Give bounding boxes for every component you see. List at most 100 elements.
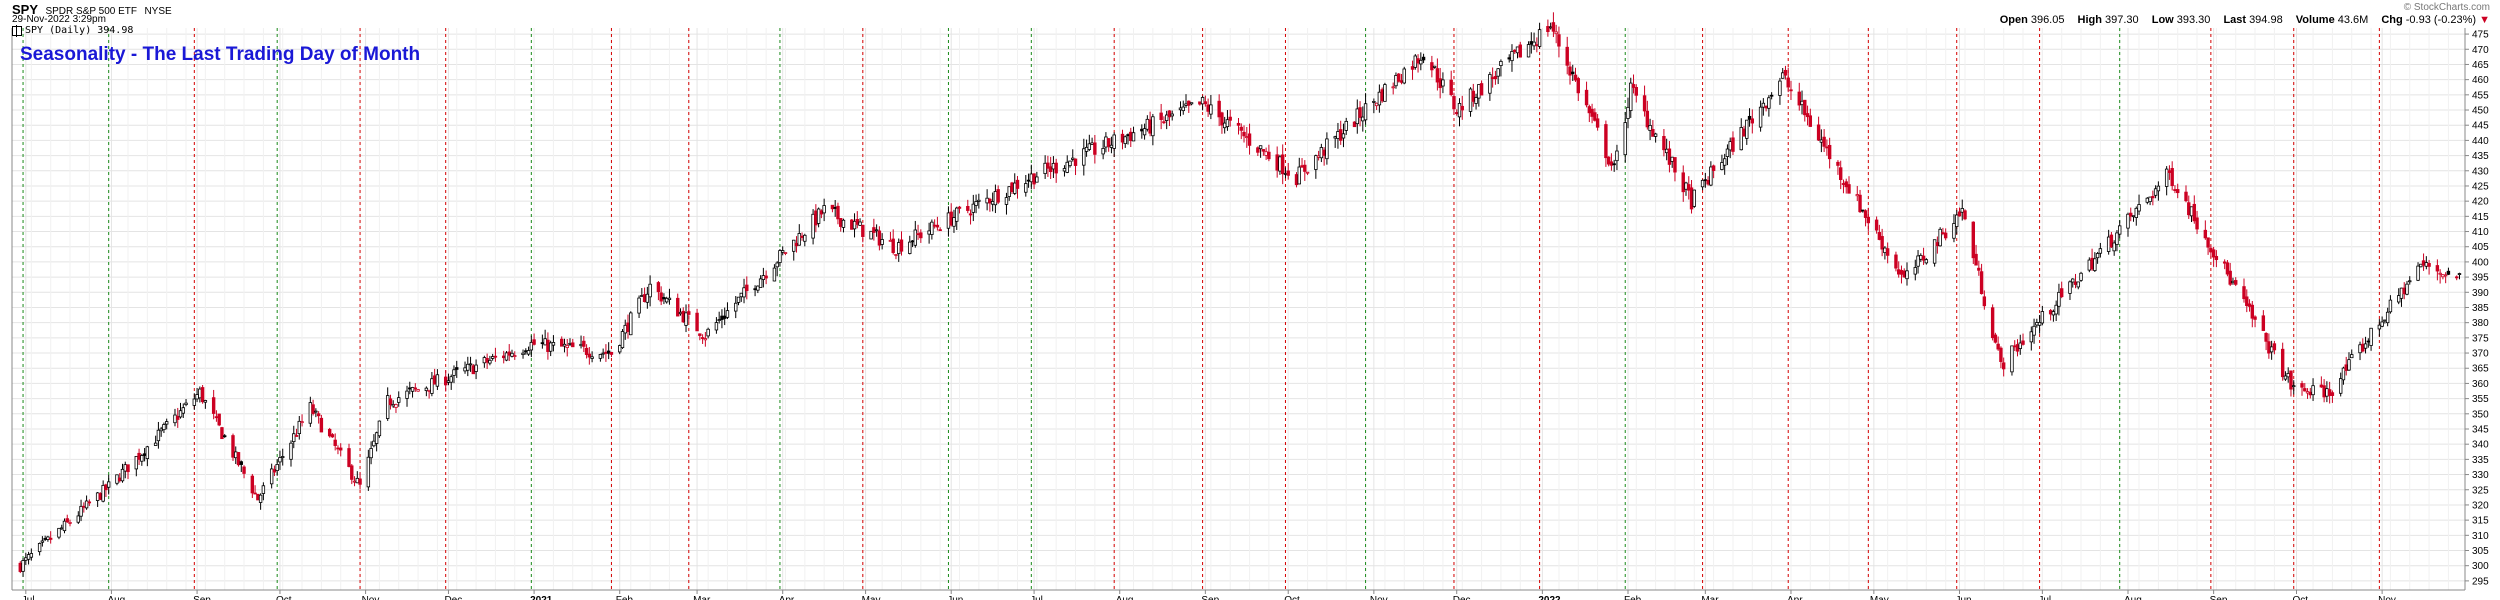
candle-body <box>1921 255 1926 261</box>
candle-body <box>601 352 605 355</box>
candle-body <box>2416 265 2420 281</box>
candle-body <box>2156 185 2161 192</box>
candle-body <box>104 484 108 491</box>
candle-body <box>814 210 818 226</box>
x-tick-label: Jun <box>947 595 963 600</box>
candle-body <box>2438 272 2442 275</box>
candle-body <box>968 213 973 216</box>
candle-body <box>2195 217 2199 230</box>
candle-body <box>1361 116 1365 122</box>
candle-body <box>1355 108 1359 125</box>
x-tick-label: Aug <box>1116 595 1134 600</box>
candle-body <box>2010 345 2014 373</box>
y-tick-label: 395 <box>2472 273 2489 284</box>
candle-body <box>333 439 337 446</box>
candle-body <box>2421 260 2426 266</box>
candle-body <box>1457 103 1462 118</box>
candle-body <box>48 537 53 540</box>
candle-body <box>974 201 978 206</box>
y-tick-label: 405 <box>2472 242 2489 253</box>
candle-body <box>374 432 379 444</box>
candle-body <box>1305 171 1310 174</box>
candle-body <box>1957 211 1962 217</box>
candle-body <box>1513 49 1517 52</box>
candle-body <box>1593 112 1597 121</box>
candle-body <box>745 284 749 292</box>
chart-header: SPY SPDR S&P 500 ETF NYSE <box>12 1 172 19</box>
candle-body <box>819 210 824 215</box>
candle-body <box>1587 106 1592 114</box>
candle-body <box>700 337 705 339</box>
candle-body <box>2234 280 2238 285</box>
candle-body <box>1565 46 1569 66</box>
candle-body <box>1242 131 1246 137</box>
y-tick-label: 360 <box>2472 379 2489 390</box>
candle-body <box>1419 59 1423 65</box>
x-tick-label: Nov <box>2378 595 2396 600</box>
candle-body <box>397 397 401 403</box>
candle-body <box>833 207 837 209</box>
candle-body <box>565 344 569 348</box>
y-tick-label: 415 <box>2472 212 2489 223</box>
candle-body <box>1278 156 1282 172</box>
candle-body <box>327 428 332 437</box>
candle-body <box>584 347 589 355</box>
candle-body <box>46 536 50 540</box>
candle-body <box>2446 270 2451 275</box>
candle-body <box>57 527 61 538</box>
candle-body <box>996 189 1000 203</box>
candle-body <box>2319 384 2324 388</box>
candle-body <box>2330 392 2335 396</box>
candle-body <box>2170 168 2174 187</box>
candle-body <box>1397 73 1401 82</box>
candle-body <box>955 207 959 222</box>
candle-body <box>957 206 962 209</box>
candle-body <box>985 197 989 204</box>
candle-body <box>1750 118 1755 124</box>
candle-body <box>1805 113 1810 118</box>
candle-body <box>2286 373 2290 378</box>
candle-body <box>910 240 915 243</box>
y-tick-label: 440 <box>2472 136 2489 147</box>
open-value: 396.05 <box>2030 14 2065 26</box>
candle-body <box>413 387 418 390</box>
candle-body <box>394 404 398 408</box>
candle-body <box>811 213 815 239</box>
candle-body <box>1101 148 1105 155</box>
candle-body <box>1217 100 1221 118</box>
candle-body <box>698 333 702 336</box>
y-tick-label: 310 <box>2472 531 2489 542</box>
candle-body <box>250 475 255 494</box>
candle-body <box>223 435 227 438</box>
candle-body <box>507 351 511 356</box>
candle-body <box>2037 322 2042 326</box>
candle-body <box>43 538 47 540</box>
candle-body <box>2267 341 2271 354</box>
candle-body <box>1394 75 1398 87</box>
candle-body <box>482 357 487 364</box>
candle-body <box>2369 327 2373 346</box>
x-tick-label: Sep <box>1201 595 1219 600</box>
candle-body <box>1140 128 1144 132</box>
candle-body <box>1745 119 1749 139</box>
candle-body <box>258 494 263 503</box>
x-tick-label: Mar <box>1701 595 1719 600</box>
candle-body <box>1899 270 1904 275</box>
y-tick-label: 335 <box>2472 455 2489 466</box>
candle-body <box>468 363 473 366</box>
candle-body <box>466 363 470 371</box>
candle-body <box>1808 115 1813 127</box>
candle-body <box>2187 202 2191 216</box>
candle-body <box>1839 167 1843 181</box>
candle-body <box>949 211 953 226</box>
candle-body <box>162 424 166 431</box>
candle-body <box>560 338 564 347</box>
candle-body <box>2380 321 2384 327</box>
candle-body <box>908 241 912 254</box>
y-tick-label: 370 <box>2472 349 2489 360</box>
candle-body <box>1825 146 1829 149</box>
candle-body <box>443 376 448 386</box>
candle-body <box>1797 91 1801 106</box>
candle-body <box>2126 213 2130 229</box>
